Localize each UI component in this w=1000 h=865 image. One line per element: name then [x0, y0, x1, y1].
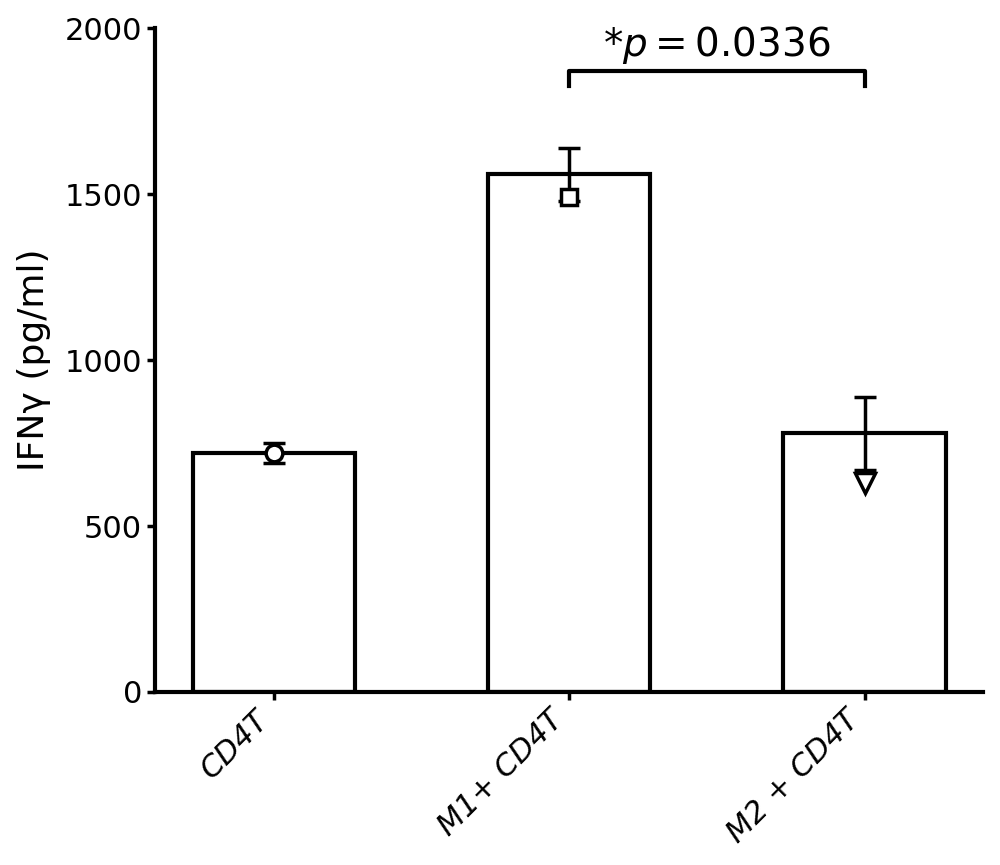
Bar	[488, 174, 650, 692]
Bar	[783, 433, 946, 692]
Bar	[193, 453, 355, 692]
Y-axis label: IFNγ (pg/ml): IFNγ (pg/ml)	[17, 249, 51, 471]
Text: $*p = 0.0336$: $*p = 0.0336$	[603, 24, 831, 67]
